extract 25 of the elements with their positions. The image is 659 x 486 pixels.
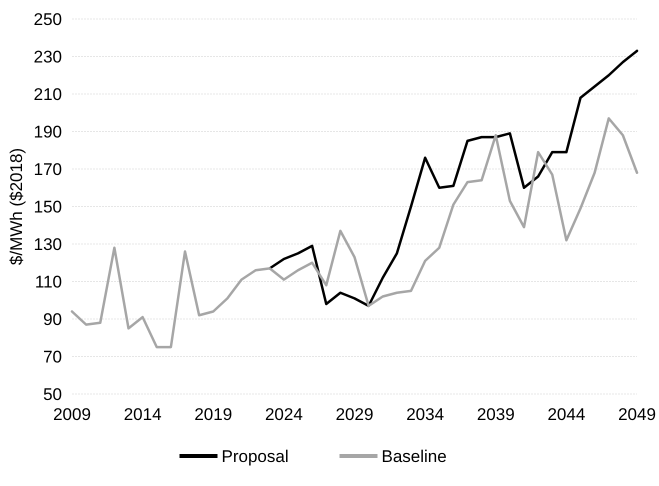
x-tick-label: 2014 [124, 405, 162, 424]
y-tick-label: 250 [34, 10, 62, 29]
x-tick-label: 2039 [476, 405, 515, 424]
y-tick-label: 110 [34, 272, 62, 292]
x-tick-label: 2019 [194, 405, 232, 424]
y-tick-label: 190 [34, 122, 62, 142]
y-tick-label: 170 [34, 160, 62, 179]
y-tick-label: 50 [43, 384, 62, 404]
y-tick-label: 210 [34, 84, 62, 104]
x-tick-label: 2049 [618, 405, 656, 424]
legend-label: Baseline [382, 446, 447, 466]
y-tick-label: 70 [43, 347, 62, 366]
y-axis-title: $/MWh ($2018) [7, 148, 26, 266]
line-series [268, 50, 638, 308]
x-tick-label: 2024 [264, 405, 303, 424]
y-tick-label: 150 [34, 197, 62, 216]
y-tick-label: 90 [43, 310, 62, 329]
y-tick-label: 230 [34, 47, 62, 66]
x-tick-label: 2034 [406, 405, 444, 424]
x-tick-label: 2044 [547, 405, 586, 424]
legend-label: Proposal [222, 446, 289, 466]
x-tick-label: 2009 [53, 405, 91, 424]
y-tick-label: 130 [34, 234, 62, 254]
line-series [70, 117, 638, 348]
x-tick-label: 2029 [336, 405, 374, 424]
